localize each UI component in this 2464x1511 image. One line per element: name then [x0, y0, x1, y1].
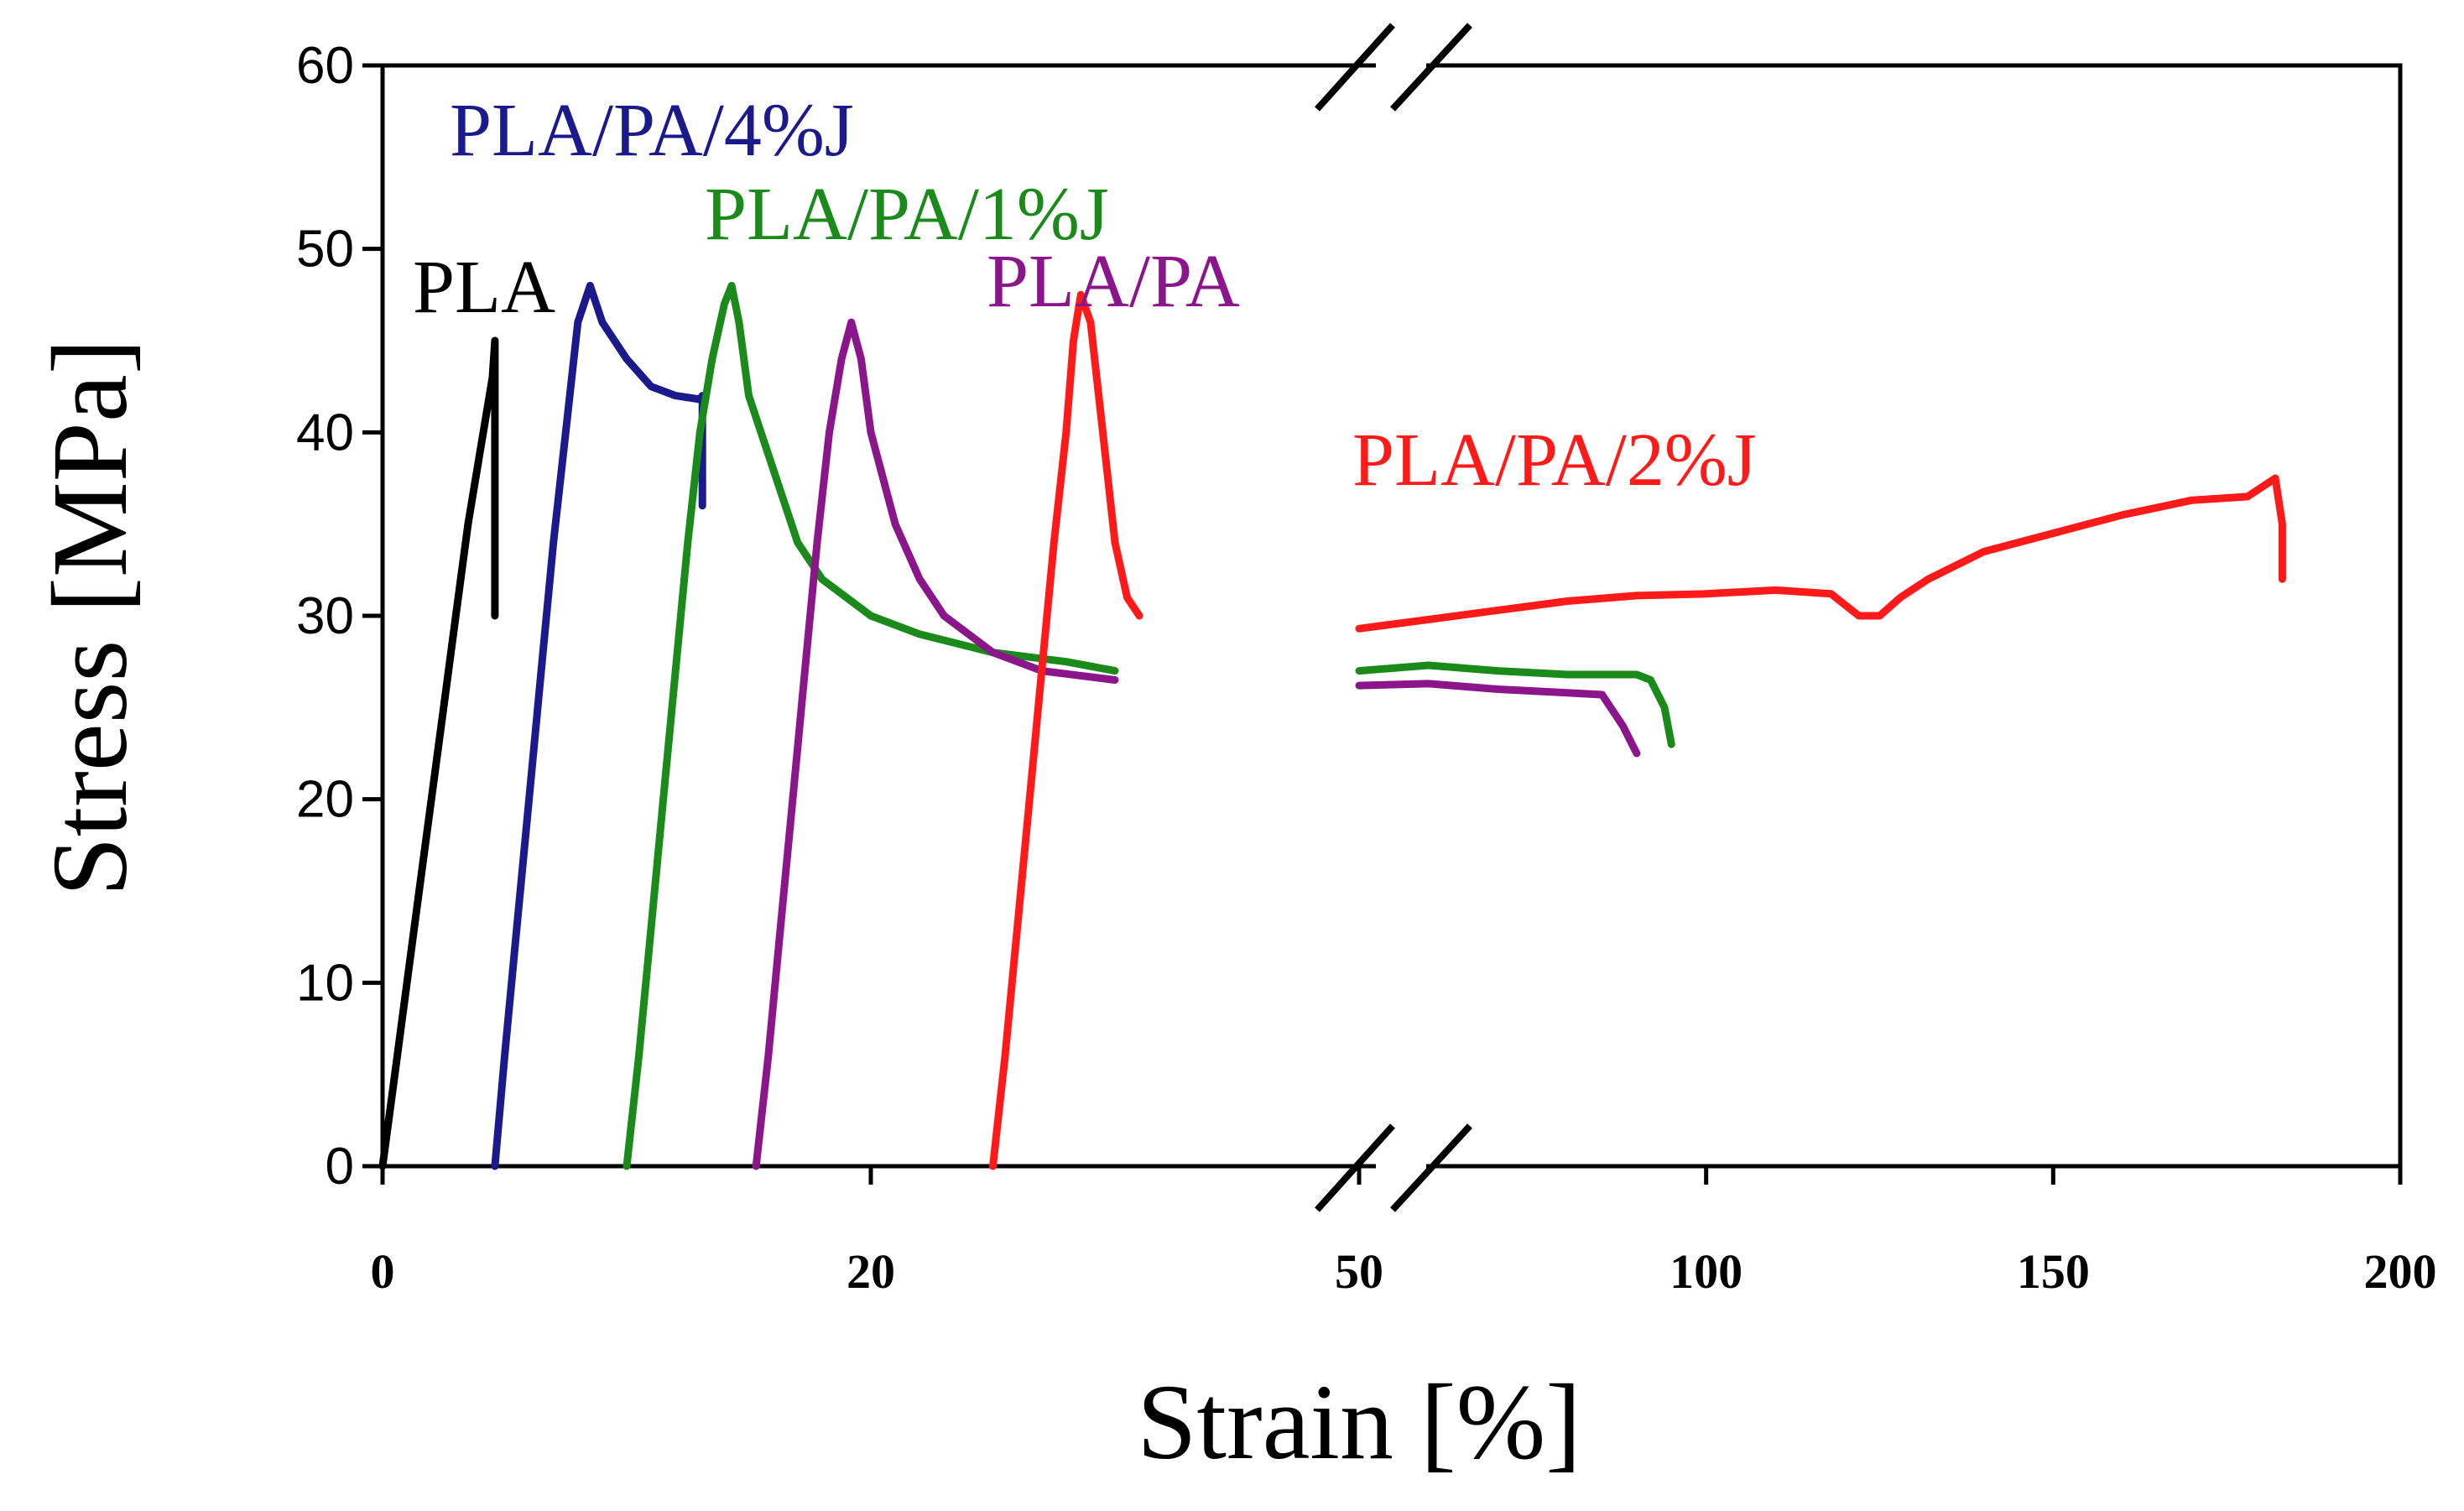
y-tick-label-10: 10 [296, 954, 354, 1012]
series-line-pla-pa-2-j-left [989, 290, 1143, 1170]
x-tick-label-100: 100 [1670, 1244, 1743, 1299]
plot-area-border [380, 63, 2403, 1169]
series-label-pla-pa-4-j: PLA/PA/4%J [450, 89, 854, 172]
axis-break-gap-bottom [1376, 1156, 1426, 1175]
y-tick-label-40: 40 [296, 404, 354, 461]
axis-break-marks [1315, 23, 1472, 1212]
series-label-pla: PLA [413, 246, 555, 329]
break-slash-top-right [1390, 23, 1472, 112]
y-tick-label-50: 50 [296, 221, 354, 279]
y-tick-label-20: 20 [296, 771, 354, 829]
axis-break-gap-top [1376, 57, 1426, 76]
x-axis-title: Strain [%] [1137, 1363, 1581, 1482]
series-label-pla-pa-2-j: PLA/PA/2%J [1352, 419, 1757, 502]
y-axis-title: Stress [MPa] [30, 339, 149, 897]
y-axis-ticks: 0 10 20 30 40 50 60 [296, 37, 383, 1196]
series-line-pla-pa-1-j-right [1355, 661, 1675, 748]
plot-frame [380, 63, 2403, 1169]
break-slash-top-left [1315, 23, 1395, 112]
series-layer [378, 281, 2286, 1170]
break-slash-bottom-left [1315, 1123, 1395, 1212]
x-tick-label-50: 50 [1335, 1244, 1383, 1299]
break-slash-bottom-right [1390, 1123, 1472, 1212]
x-tick-label-0: 0 [371, 1244, 395, 1299]
series-line-pla-left [378, 336, 499, 1170]
series-label-pla-pa-1-j: PLA/PA/1%J [705, 173, 1109, 256]
x-tick-label-20: 20 [847, 1244, 895, 1299]
y-tick-label-30: 30 [296, 587, 354, 645]
series-line-pla-pa-4-j-left [491, 281, 706, 1170]
series-label-pla-pa: PLA/PA [987, 240, 1240, 323]
series-line-pla-pa-right [1355, 680, 1641, 758]
series-line-pla-pa-2-j-right [1355, 474, 2286, 633]
y-tick-label-0: 0 [326, 1138, 354, 1196]
series-line-pla-pa-1-j-left [623, 281, 1119, 1170]
x-axis-ticks: 0 20 50 100 150 200 [371, 1166, 2437, 1299]
x-tick-label-150: 150 [2017, 1244, 2090, 1299]
series-line-pla-pa-left [752, 318, 1119, 1170]
y-tick-label-60: 60 [296, 37, 354, 95]
x-tick-label-200: 200 [2364, 1244, 2437, 1299]
